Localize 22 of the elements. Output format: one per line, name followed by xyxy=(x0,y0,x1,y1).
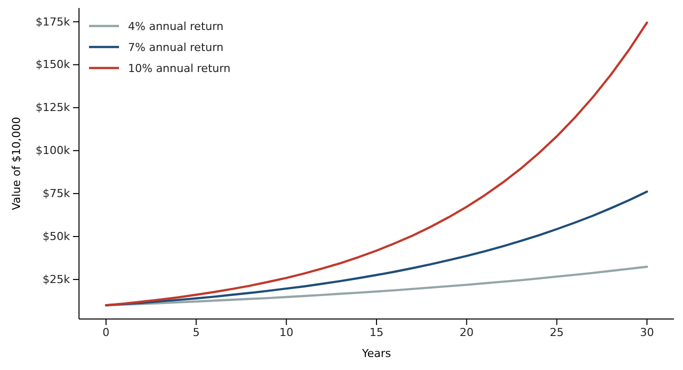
y-tick-label: $50k xyxy=(42,230,71,244)
x-tick-label: 30 xyxy=(640,326,654,339)
x-axis-title: Years xyxy=(360,347,392,360)
line-series xyxy=(104,22,648,306)
y-axis-title: Value of $10,000 xyxy=(10,116,23,210)
y-tick-label: $150k xyxy=(36,58,71,72)
x-tick-label: 15 xyxy=(370,326,384,339)
legend-label: 10% annual return xyxy=(128,62,231,75)
x-tick-label: 0 xyxy=(102,326,110,339)
line-series xyxy=(104,266,648,306)
line-series xyxy=(104,190,648,306)
y-tick-label: $100k xyxy=(36,144,71,158)
y-tick-label: $75k xyxy=(42,187,71,200)
x-tick-label: 10 xyxy=(279,326,294,339)
legend-label: 7% annual return xyxy=(128,41,224,54)
y-tick-label: $125k xyxy=(36,101,71,114)
x-tick-label: 5 xyxy=(192,326,200,339)
x-tick-label: 20 xyxy=(460,326,474,339)
y-tick-label: $175k xyxy=(36,15,71,28)
x-tick-label: 25 xyxy=(550,326,564,339)
legend-label: 4% annual return xyxy=(128,20,224,33)
y-tick-label: $25k xyxy=(42,273,71,286)
